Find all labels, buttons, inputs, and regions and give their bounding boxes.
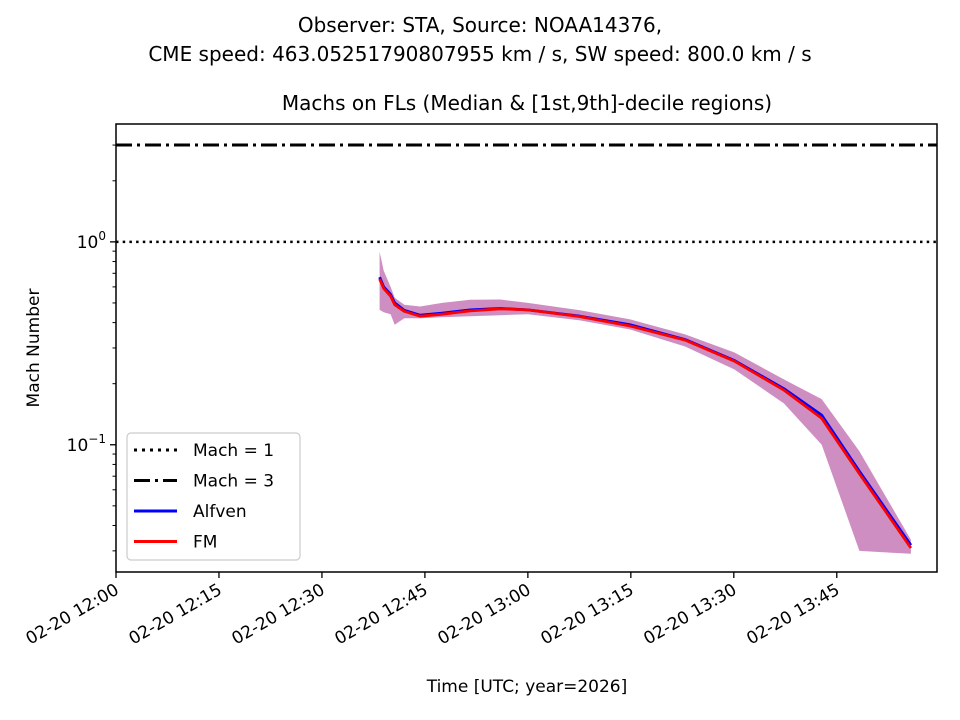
x-tick-label: 02-20 13:00 bbox=[434, 580, 534, 649]
legend: Mach = 1 Mach = 3 Alfven FM bbox=[126, 432, 301, 561]
legend-box bbox=[126, 432, 301, 561]
y-tick-label: 10−1 bbox=[67, 432, 106, 456]
decile-band bbox=[379, 251, 911, 554]
x-axis-ticks: 02-20 12:00 02-20 12:15 02-20 12:30 02-20 1… bbox=[23, 572, 843, 649]
reference-lines bbox=[116, 143, 937, 244]
x-tick-label: 02-20 12:00 bbox=[23, 580, 123, 649]
y-axis-ticks: 100 10−1 bbox=[67, 144, 116, 552]
band-layer bbox=[379, 251, 911, 554]
series-line-alfven bbox=[378, 276, 913, 547]
x-axis-label: Time [UTC; year=2026] bbox=[426, 677, 628, 697]
x-tick-label: 02-20 12:15 bbox=[126, 580, 226, 649]
legend-label: Mach = 3 bbox=[193, 472, 274, 492]
legend-label: FM bbox=[193, 533, 217, 553]
x-tick-label: 02-20 12:45 bbox=[332, 580, 432, 649]
suptitle-line-2: CME speed: 463.05251790807955 km / s, SW… bbox=[148, 42, 811, 66]
suptitle-line-1: Observer: STA, Source: NOAA14376, bbox=[298, 13, 662, 37]
legend-label: Alfven bbox=[193, 502, 247, 522]
x-tick-label: 02-20 13:15 bbox=[537, 580, 637, 649]
series-lines bbox=[378, 276, 913, 549]
y-tick-label: 100 bbox=[77, 229, 106, 253]
x-tick-label: 02-20 12:30 bbox=[229, 580, 329, 649]
plot-area: 02-20 12:00 02-20 12:15 02-20 12:30 02-20 1… bbox=[23, 123, 938, 649]
chart-title: Machs on FLs (Median & [1st,9th]-decile … bbox=[282, 91, 772, 115]
legend-label: Mach = 1 bbox=[193, 441, 274, 461]
series-line-fm bbox=[378, 278, 913, 549]
x-tick-label: 02-20 13:45 bbox=[743, 580, 843, 649]
x-tick-label: 02-20 13:30 bbox=[640, 580, 740, 649]
y-axis-label: Mach Number bbox=[24, 289, 44, 408]
